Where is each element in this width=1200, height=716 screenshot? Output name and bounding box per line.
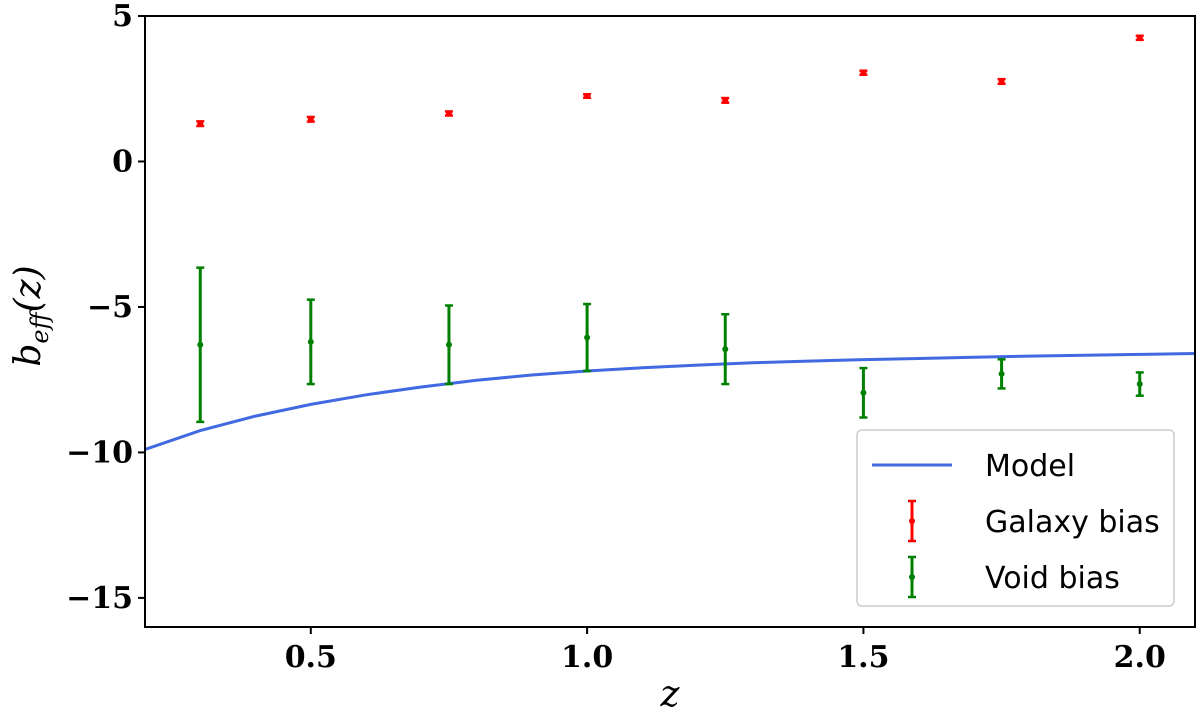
void-bias-marker (445, 341, 452, 348)
legend: Model Galaxy bias Void bias (856, 429, 1175, 607)
galaxy-bias-marker (307, 116, 314, 123)
y-axis-label-main: b (8, 344, 49, 367)
galaxy-bias-marker (998, 78, 1005, 85)
plot-area (145, 34, 1195, 451)
void-bias-point (859, 366, 868, 419)
legend-swatch-marker (909, 518, 915, 524)
x-tick-label: 0.5 (285, 640, 337, 675)
galaxy-bias-marker (1136, 34, 1143, 41)
legend-entry: Galaxy bias (908, 499, 1160, 543)
void-bias-marker (1136, 381, 1143, 388)
void-bias-marker (860, 389, 867, 396)
void-bias-point (583, 302, 592, 373)
legend-label: Void bias (985, 561, 1120, 596)
void-bias-marker (584, 334, 591, 341)
legend-swatch-marker (909, 574, 915, 580)
y-tick-label: −5 (87, 290, 133, 325)
void-bias-marker (998, 370, 1005, 377)
legend-entry: Void bias (908, 555, 1120, 599)
galaxy-bias-marker (722, 97, 729, 104)
galaxy-bias-point (859, 69, 868, 77)
void-bias-marker (197, 341, 204, 348)
legend-entry: Model (872, 449, 1075, 484)
galaxy-bias-marker (197, 120, 204, 127)
galaxy-bias-point (997, 77, 1006, 86)
galaxy-bias-point (583, 93, 592, 100)
y-tick-label: 5 (112, 0, 133, 34)
x-tick-label: 1.5 (837, 640, 889, 675)
galaxy-bias-marker (584, 93, 591, 100)
legend-label: Model (985, 449, 1075, 484)
void-bias-marker (722, 346, 729, 353)
y-axis-label-tail: (z) (8, 265, 49, 312)
y-tick-label: 0 (112, 144, 133, 179)
x-tick-label: 1.0 (561, 640, 613, 675)
galaxy-bias-point (196, 120, 205, 128)
legend-label: Galaxy bias (985, 505, 1160, 540)
galaxy-bias-point (1135, 34, 1144, 42)
galaxy-bias-point (444, 110, 453, 117)
y-axis-label: beff(z) (8, 265, 54, 366)
void-bias-point (196, 266, 205, 424)
galaxy-bias-point (306, 115, 315, 123)
galaxy-bias-marker (860, 69, 867, 76)
x-tick-label: 2.0 (1114, 640, 1166, 675)
void-bias-point (997, 358, 1006, 390)
void-bias-point (444, 304, 453, 386)
axes: 0.5 1.0 1.5 2.0 5 0 −5 −10 −15 (66, 0, 1196, 675)
galaxy-bias-marker (445, 110, 452, 117)
legend-box (856, 429, 1175, 607)
model-line (145, 352, 1195, 451)
y-axis-label-subscript: eff (26, 308, 54, 343)
void-bias-point (306, 298, 315, 386)
x-axis-label: z (660, 674, 681, 715)
void-bias-point (1135, 371, 1144, 397)
plot-frame (144, 15, 1196, 628)
y-tick-label: −15 (66, 581, 133, 616)
galaxy-bias-point (721, 96, 730, 104)
void-bias-marker (307, 338, 314, 345)
void-bias-point (721, 312, 730, 386)
y-tick-label: −10 (66, 435, 133, 470)
